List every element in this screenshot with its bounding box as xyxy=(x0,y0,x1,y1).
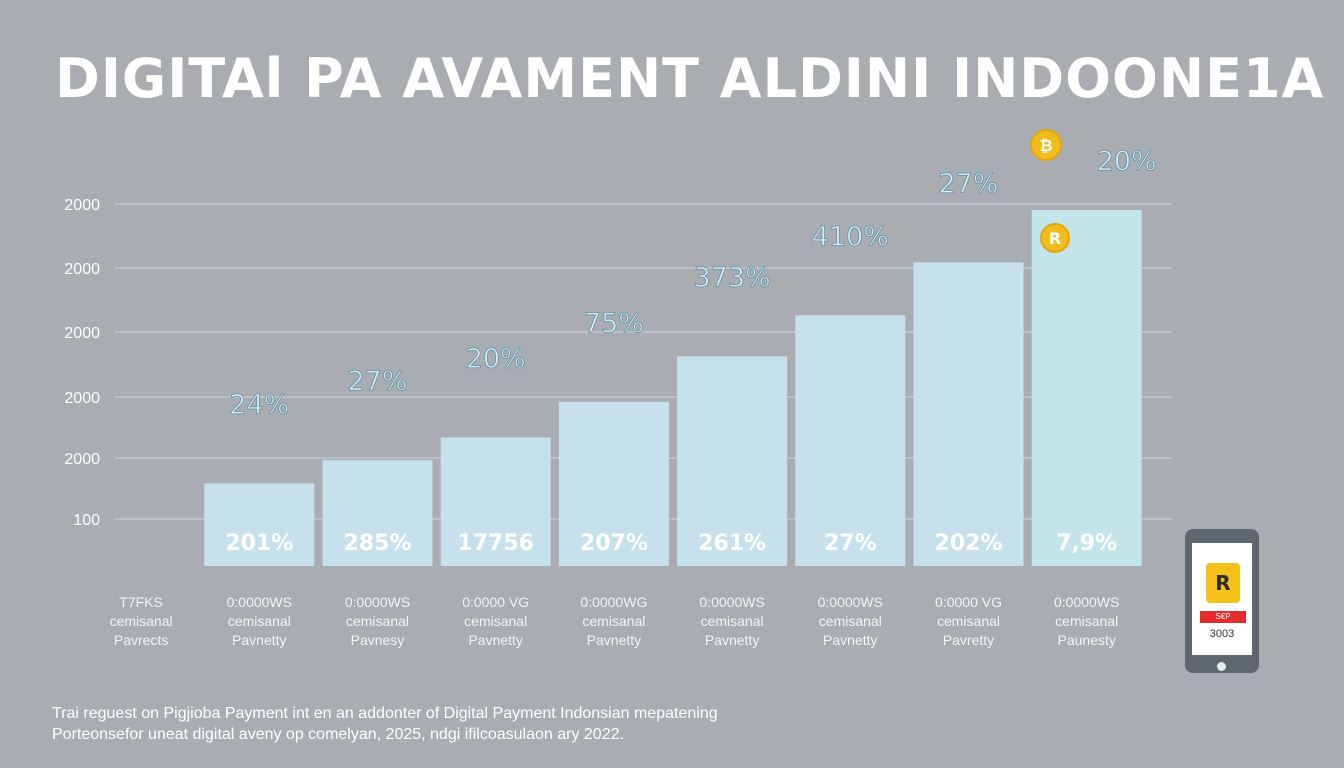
bar-value-label: 27% xyxy=(824,531,877,556)
bar xyxy=(204,483,315,566)
y-axis-ticks: 2000 2000 2000 2000 2000 100 xyxy=(64,197,100,529)
phone-screen: R S€P 3003 xyxy=(1192,543,1252,655)
bitcoin-coin-icon: ₿ xyxy=(1030,129,1062,161)
bar xyxy=(322,460,433,566)
phone-amount: 3003 xyxy=(1209,628,1235,640)
bar xyxy=(913,262,1024,566)
category-label: Pavnesy xyxy=(351,632,405,648)
footnote: Trai reguest on Pigjioba Payment int en … xyxy=(52,703,718,745)
bar-value-label: 207% xyxy=(580,531,648,556)
bar xyxy=(440,437,551,566)
svg-text:₿: ₿ xyxy=(1039,136,1052,155)
rupiah-coin-icon: R xyxy=(1040,223,1070,253)
wallet-app-icon: R xyxy=(1206,563,1240,603)
svg-text:R: R xyxy=(1049,229,1061,248)
category-label: Pavretty xyxy=(943,632,994,648)
bar xyxy=(677,356,788,566)
category-label: cemisanal xyxy=(346,613,409,629)
category-label: cemisanal xyxy=(110,613,173,629)
bars xyxy=(204,210,1142,566)
category-label: Paunesty xyxy=(1058,632,1116,648)
bar-value-label: 7,9% xyxy=(1056,531,1117,556)
bar-chart: 2000 2000 2000 2000 2000 100 24% 201% 27% 285% 20… xyxy=(64,129,1172,648)
bar-growth-label: 24% xyxy=(229,389,289,420)
category-label: cemisanal xyxy=(819,613,882,629)
y-tick-label: 2000 xyxy=(64,451,100,468)
category-label: 0:0000WS xyxy=(345,594,410,610)
bar-growth-label: 20% xyxy=(466,343,526,374)
category-label: 0:0000WG xyxy=(580,594,647,610)
x-axis-categories: T7FKS cemisanal Pavrects 0:0000WS cemisanal P… xyxy=(110,594,1120,648)
category-label: 0:0000WS xyxy=(699,594,764,610)
bar-growth-label: 20% xyxy=(1097,146,1157,177)
bar-value-label: 285% xyxy=(344,531,412,556)
category-label: Pavrects xyxy=(114,632,168,648)
chart-title: DIGITAl PA AVAMENT ALDINI INDOONE1A xyxy=(55,47,1325,110)
phone-badge: S€P xyxy=(1200,611,1246,623)
bar-growth-label: 27% xyxy=(938,168,998,199)
category-label: Pavnetty xyxy=(823,632,877,648)
category-label: cemisanal xyxy=(228,613,291,629)
category-label: Pavnetty xyxy=(232,632,286,648)
bar xyxy=(795,315,906,566)
data-labels: 24% 201% 27% 285% 20% 17756 75% 207% 373% 261% 410… xyxy=(225,146,1157,556)
category-label: 0:0000WS xyxy=(227,594,292,610)
bar xyxy=(1031,210,1142,566)
y-tick-label: 2000 xyxy=(64,390,100,407)
category-label: 0:0000WS xyxy=(1054,594,1119,610)
category-label: cemisanal xyxy=(701,613,764,629)
category-label: cemisanal xyxy=(937,613,1000,629)
bar-value-label: 202% xyxy=(935,531,1003,556)
footnote-line-1: Trai reguest on Pigjioba Payment int en … xyxy=(52,705,718,722)
category-label: cemisanal xyxy=(1055,613,1118,629)
y-tick-label: 2000 xyxy=(64,197,100,214)
bar-growth-label: 27% xyxy=(347,366,407,397)
bar-value-label: 261% xyxy=(698,531,766,556)
bar-value-label: 201% xyxy=(225,531,293,556)
bar-growth-label: 410% xyxy=(812,221,889,252)
category-label: T7FKS xyxy=(119,594,163,610)
y-tick-label: 2000 xyxy=(64,325,100,342)
y-tick-label: 100 xyxy=(73,512,100,529)
category-label: Pavnetty xyxy=(587,632,641,648)
footnote-line-2: Porteonsefor uneat digital aveny op come… xyxy=(52,726,624,743)
category-label: 0:0000WS xyxy=(818,594,883,610)
category-label: cemisanal xyxy=(464,613,527,629)
category-label: 0:0000 VG xyxy=(935,594,1002,610)
category-label: Pavnetty xyxy=(468,632,522,648)
phone-home-button xyxy=(1217,662,1226,671)
category-label: 0:0000 VG xyxy=(462,594,529,610)
smartphone-payment-icon: R S€P 3003 xyxy=(1185,529,1259,673)
bar-growth-label: 75% xyxy=(584,308,644,339)
category-label: cemisanal xyxy=(582,613,645,629)
bar xyxy=(558,401,669,566)
y-tick-label: 2000 xyxy=(64,261,100,278)
bar-growth-label: 373% xyxy=(693,262,770,293)
category-label: Pavnetty xyxy=(705,632,759,648)
bar-value-label: 17756 xyxy=(457,531,534,556)
